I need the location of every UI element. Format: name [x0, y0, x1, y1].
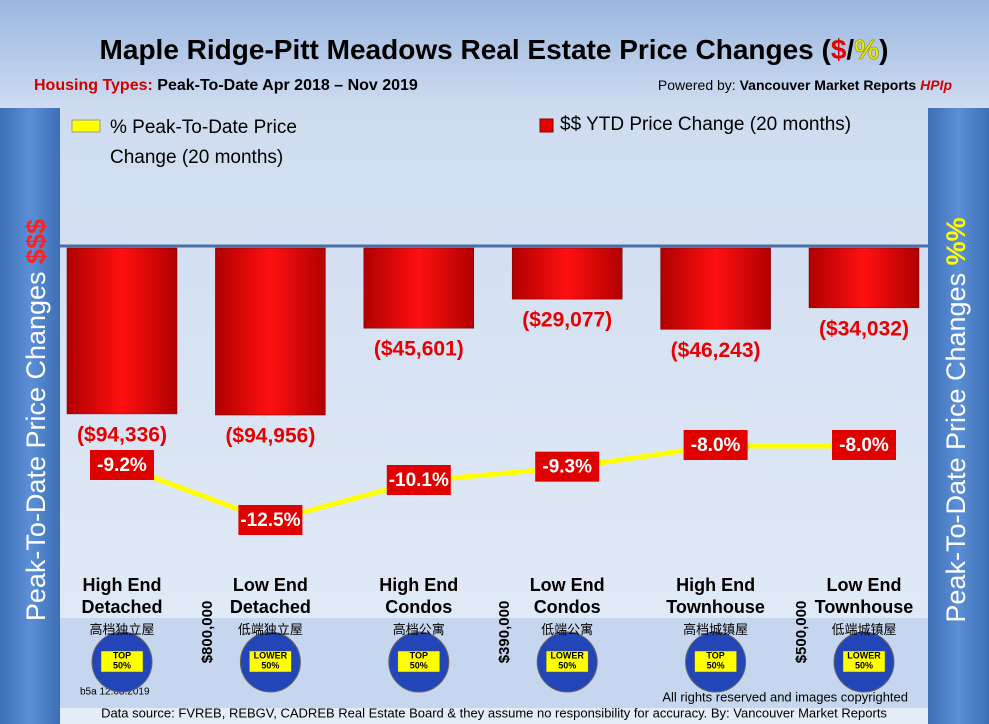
footer-source: Data source: FVREB, REBGV, CADREB Real E…	[101, 705, 887, 720]
line-value-label: -12.5%	[240, 510, 300, 531]
powered-by: Powered by: Vancouver Market Reports HPI…	[658, 77, 953, 93]
right-axis-text: Peak-To-Date Price Changes	[941, 265, 971, 622]
badge-box	[100, 650, 144, 673]
bar-value-label: ($94,956)	[225, 425, 315, 448]
line-value-label-group: -12.5%	[238, 505, 303, 535]
legend-line-label: % Peak-To-Date Price Change (20 months)	[110, 117, 297, 168]
right-axis-symbol: %%	[941, 217, 971, 265]
badge-text: 50%	[707, 660, 725, 670]
line-value-label-group: -9.2%	[90, 450, 154, 480]
powered-name: Vancouver Market Reports	[740, 77, 921, 93]
price-threshold: $500,000	[793, 601, 810, 664]
title-slash: /	[846, 34, 854, 65]
bar	[215, 247, 326, 416]
category-subtitle: 低端公寓	[541, 622, 594, 637]
line-value-label: -9.2%	[97, 455, 147, 476]
badge-box	[545, 650, 589, 673]
badge-text: LOWER	[550, 650, 584, 660]
bar-value-label: ($34,032)	[819, 317, 909, 340]
bar-value-label: ($46,243)	[671, 339, 761, 362]
category-subtitle: 低端独立屋	[237, 622, 303, 637]
left-axis-text: Peak-To-Date Price Changes	[21, 264, 51, 621]
line-value-label: -9.3%	[542, 457, 592, 478]
footer-left: b5a 12.08.2019	[80, 687, 150, 698]
legend-swatch-bar	[539, 118, 554, 133]
powered-label: Powered by:	[658, 77, 740, 93]
badge-text: TOP	[706, 650, 724, 660]
title-text: Maple Ridge-Pitt Meadows Real Estate Pri…	[100, 34, 832, 65]
price-threshold: $390,000	[496, 601, 513, 664]
category-subtitle: 高档独立屋	[89, 622, 155, 637]
badge-text: 50%	[855, 660, 873, 670]
line-value-label-box	[386, 465, 451, 495]
category-subtitle: 高档城镇屋	[683, 622, 749, 637]
line-value-label: -8.0%	[839, 435, 889, 456]
line-value-label-box	[90, 450, 154, 480]
category-subtitle: 高档公寓	[392, 622, 445, 637]
line-value-label-group: -10.1%	[386, 465, 451, 495]
badge-text: LOWER	[847, 650, 881, 660]
line-value-label-box	[535, 451, 600, 482]
bar	[660, 247, 771, 330]
left-side-bar	[0, 108, 60, 724]
badge-box	[842, 650, 886, 673]
line-value-label: -8.0%	[691, 435, 741, 456]
line-value-label-box	[683, 430, 748, 460]
category-label: Low End Detached	[229, 575, 311, 617]
legend-swatch-line	[71, 119, 101, 133]
title-dollar: $	[831, 34, 847, 65]
line-value-label: -10.1%	[389, 470, 449, 491]
badge-box	[397, 650, 441, 673]
bar-value-label: ($29,077)	[522, 309, 612, 332]
badge-text: 50%	[261, 660, 279, 670]
category-label: Low End Townhouse	[814, 575, 914, 617]
price-threshold: $800,000	[199, 601, 216, 664]
line-value-label-group: -8.0%	[832, 430, 896, 460]
chart-title: Maple Ridge-Pitt Meadows Real Estate Pri…	[100, 34, 889, 65]
category-label: High End Detached	[81, 575, 163, 617]
left-axis-symbol: $$$	[21, 219, 51, 264]
line-value-label-group: -9.3%	[535, 451, 600, 482]
bar-value-label: ($94,336)	[77, 423, 167, 446]
badge-text: LOWER	[254, 650, 288, 660]
bar	[511, 247, 623, 300]
bar	[363, 247, 475, 329]
badge-text: TOP	[113, 650, 131, 660]
title-close: )	[879, 34, 888, 65]
powered-hpi: HPIp	[920, 77, 952, 93]
badge-box	[694, 650, 737, 673]
line-value-label-box	[238, 505, 303, 535]
category-label: High End Townhouse	[666, 575, 765, 617]
category-label: Low End Condos	[529, 575, 605, 617]
bar	[808, 247, 920, 309]
bar	[66, 247, 178, 415]
footer-right: All rights reserved and images copyright…	[662, 689, 908, 704]
badge-text: 50%	[410, 660, 428, 670]
right-axis-label: Peak-To-Date Price Changes %%	[941, 217, 971, 622]
subtitle: Housing Types: Peak-To-Date Apr 2018 – N…	[34, 77, 418, 94]
legend-bar-label: $$ YTD Price Change (20 months)	[560, 114, 852, 135]
category-label: High End Condos	[379, 575, 459, 617]
badge-text: 50%	[113, 660, 131, 670]
right-side-bar	[928, 108, 989, 724]
line-value-label-box	[832, 430, 896, 460]
badge-text: TOP	[410, 650, 428, 660]
line-value-label-group: -8.0%	[683, 430, 748, 460]
badge-text: 50%	[558, 660, 576, 670]
subtitle-text: Peak-To-Date Apr 2018 – Nov 2019	[157, 77, 418, 94]
left-axis-label: Peak-To-Date Price Changes $$$	[21, 219, 51, 621]
subtitle-label: Housing Types:	[34, 77, 157, 94]
badge-box	[249, 650, 292, 673]
title-percent: %	[854, 34, 879, 65]
category-subtitle: 低端城镇屋	[831, 622, 897, 637]
bar-value-label: ($45,601)	[374, 338, 464, 361]
badge-band	[60, 618, 928, 708]
